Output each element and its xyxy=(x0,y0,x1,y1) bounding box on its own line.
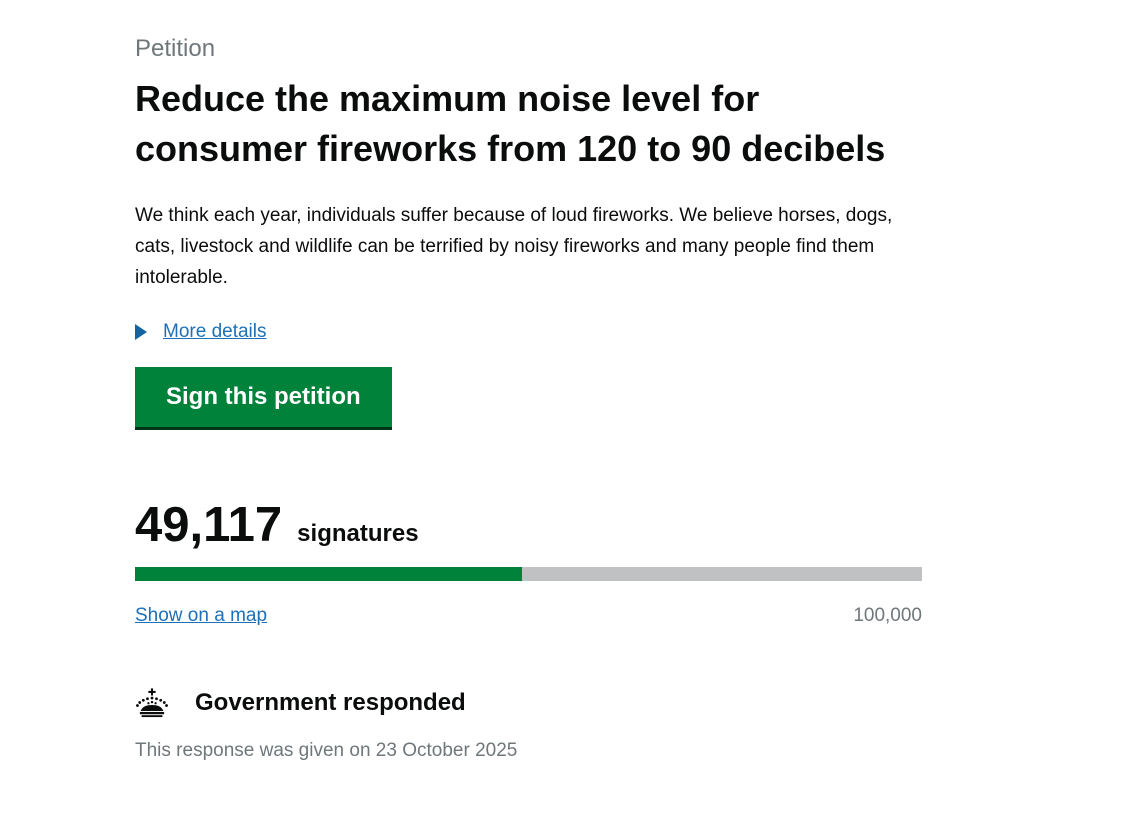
response-date-text: This response was given on 23 October 20… xyxy=(135,740,518,761)
petition-title: Reduce the maximum noise level for consu… xyxy=(135,78,886,169)
government-responded-heading-row: Government responded xyxy=(135,688,960,718)
show-on-map-link[interactable]: Show on a map xyxy=(135,605,268,626)
signature-count: 49,117 xyxy=(135,498,283,552)
signature-count-label: signatures xyxy=(297,520,419,547)
disclosure-triangle-icon[interactable] xyxy=(135,324,147,340)
signature-goal: 100,000 xyxy=(853,605,922,626)
government-responded-section: Government responded This response was g… xyxy=(135,688,960,763)
petition-kicker: Petition xyxy=(135,35,216,62)
government-responded-heading: Government responded xyxy=(195,689,466,716)
more-details-disclosure[interactable]: More details xyxy=(135,321,960,343)
signature-progress-fill xyxy=(135,567,522,581)
petition-summary: We think each year, individuals suffer b… xyxy=(135,205,893,288)
signature-progress-bar xyxy=(135,567,922,581)
crown-icon xyxy=(136,688,168,718)
signature-count-row: 49,117 signatures xyxy=(135,499,960,551)
progress-meta-row: Show on a map 100,000 xyxy=(135,603,922,628)
more-details-link[interactable]: More details xyxy=(163,321,267,342)
sign-petition-button[interactable]: Sign this petition xyxy=(135,367,392,427)
petition-page: Petition Reduce the maximum noise level … xyxy=(135,35,960,763)
